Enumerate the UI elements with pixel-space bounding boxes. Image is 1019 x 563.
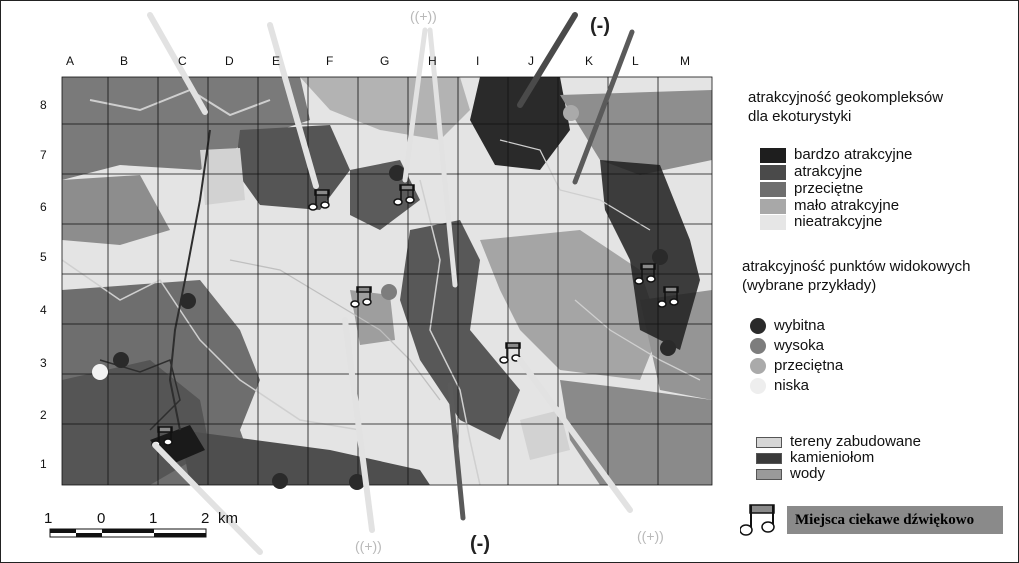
column-label: K — [585, 54, 594, 68]
column-label: A — [66, 54, 75, 68]
legend-view-title: atrakcyjność punktów widokowych (wybrane… — [742, 258, 971, 294]
column-label: G — [380, 54, 390, 68]
legend-dot — [750, 358, 766, 374]
view-point — [92, 364, 108, 380]
legend-item: kamieniołom — [756, 450, 874, 466]
column-label: C — [178, 54, 187, 68]
view-point — [652, 249, 668, 265]
column-label: H — [428, 54, 437, 68]
legend-item: przeciętna — [750, 358, 843, 374]
arrow-plus — [342, 317, 375, 533]
row-label: 1 — [40, 457, 47, 471]
arrow-minus — [572, 29, 635, 185]
legend-swatch — [760, 181, 786, 197]
column-label: J — [528, 54, 534, 68]
view-point — [381, 284, 397, 300]
legend-swatch — [760, 147, 786, 163]
view-point — [389, 165, 405, 181]
view-point — [180, 293, 196, 309]
legend-item: atrakcyjne — [760, 164, 862, 180]
view-point — [113, 352, 129, 368]
arrow-plus — [427, 27, 458, 288]
column-label: B — [120, 54, 129, 68]
row-label: 2 — [40, 408, 47, 422]
row-label: 4 — [40, 303, 47, 317]
map-area — [62, 77, 712, 485]
column-label: D — [225, 54, 234, 68]
arrows — [147, 12, 635, 555]
legend-item: przeciętne — [760, 181, 863, 197]
column-label: L — [632, 54, 639, 68]
legend-swatch — [756, 452, 782, 464]
grid — [61, 76, 713, 486]
legend-swatch — [756, 468, 782, 480]
row-label: 6 — [40, 200, 47, 214]
legend-sound-places: Miejsca ciekawe dźwiękowo — [787, 506, 1003, 534]
scale-label: 1 — [149, 510, 158, 527]
arrow-plus — [402, 27, 428, 183]
legend-item: tereny zabudowane — [756, 434, 921, 450]
view-point — [563, 105, 579, 121]
view-points — [92, 105, 676, 490]
view-point — [349, 474, 365, 490]
legend-item: niska — [750, 378, 809, 394]
column-label: F — [326, 54, 334, 68]
scale-label: 1 — [44, 510, 53, 527]
legend-item: wybitna — [750, 318, 825, 334]
row-label: 7 — [40, 148, 47, 162]
legend-item: bardzo atrakcyjne — [760, 147, 912, 163]
column-label: M — [680, 54, 690, 68]
scale-bar — [49, 528, 207, 538]
legend-swatch — [756, 436, 782, 448]
scale-label: 2 — [201, 510, 210, 527]
legend-dot — [750, 378, 766, 394]
legend-swatch — [760, 214, 786, 230]
scale-unit: km — [218, 510, 238, 527]
arrow-plus — [152, 442, 263, 555]
arrow-minus — [517, 12, 578, 108]
arrow-minus — [447, 382, 466, 521]
arrow-plus — [267, 22, 319, 189]
legend-swatch — [760, 198, 786, 214]
row-label: 8 — [40, 98, 47, 112]
legend-item: nieatrakcyjne — [760, 214, 882, 230]
column-label: E — [272, 54, 281, 68]
minus-label: (-) — [470, 533, 490, 555]
minus-label: (-) — [590, 15, 610, 37]
legend-item: wody — [756, 466, 825, 482]
legend-geo-title: atrakcyjność geokompleksów dla ekoturyst… — [748, 89, 944, 125]
legend-item: mało atrakcyjne — [760, 198, 899, 214]
view-point — [272, 473, 288, 489]
plus-label: ((+)) — [637, 528, 664, 544]
column-label: I — [476, 54, 480, 68]
row-label: 3 — [40, 356, 47, 370]
arrow-plus — [147, 12, 208, 115]
arrow-plus — [517, 357, 633, 513]
music-note-icon — [740, 504, 775, 536]
plus-label: ((+)) — [410, 8, 437, 24]
legend-dot — [750, 318, 766, 334]
row-label: 5 — [40, 250, 47, 264]
plus-label: ((+)) — [355, 538, 382, 554]
scale-label: 0 — [97, 510, 106, 527]
view-point — [660, 340, 676, 356]
legend-dot — [750, 338, 766, 354]
legend-item: wysoka — [750, 338, 824, 354]
legend-swatch — [760, 164, 786, 180]
